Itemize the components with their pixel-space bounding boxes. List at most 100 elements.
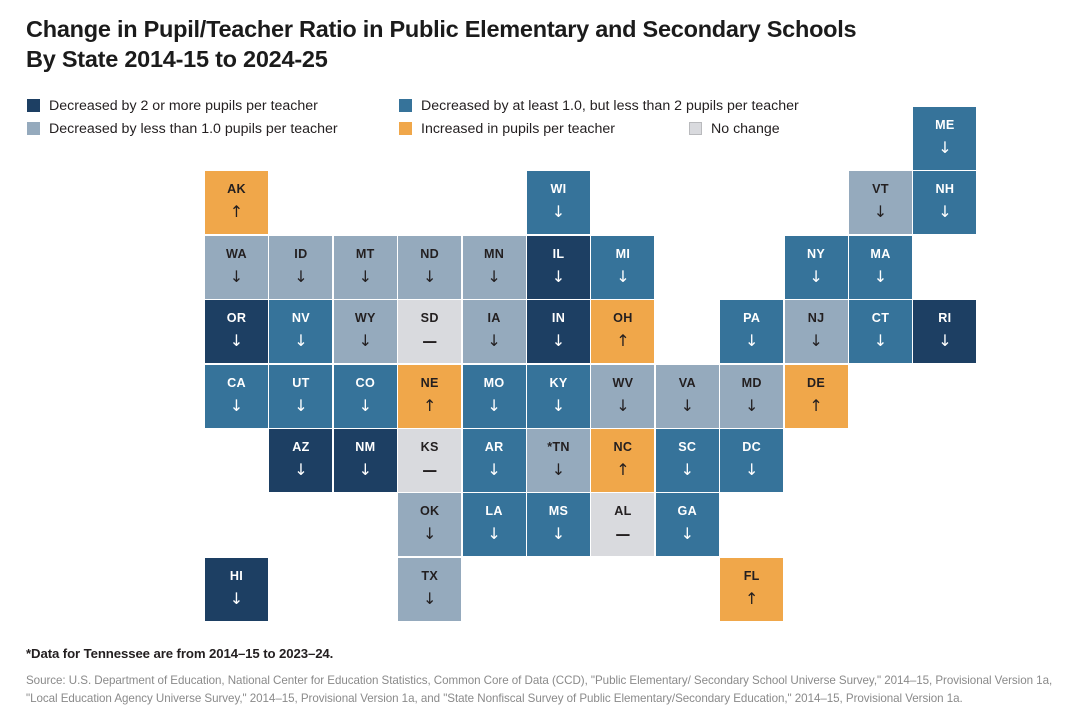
direction-down-icon: ↓ (487, 460, 501, 479)
direction-down-icon: ↓ (551, 202, 566, 222)
state-tile-nd[interactable]: ND ↓ (398, 235, 462, 299)
state-tile-wy[interactable]: WY ↓ (333, 300, 397, 364)
state-tile-de[interactable]: DE ↑ (784, 364, 848, 428)
state-abbr-label: NM (355, 440, 376, 454)
state-tile-mi[interactable]: MI ↓ (591, 235, 655, 299)
state-tile-co[interactable]: CO ↓ (333, 364, 397, 428)
state-abbr-label: MO (483, 375, 505, 390)
state-tile-ca[interactable]: CA ↓ (205, 364, 268, 428)
state-tile-mn[interactable]: MN ↓ (462, 235, 526, 299)
state-tile-ri[interactable]: RI ↓ (913, 300, 977, 364)
state-abbr-label: CT (871, 311, 890, 326)
state-tile-dc[interactable]: DC ↓ (720, 429, 784, 492)
direction-down-icon: ↓ (229, 266, 244, 286)
direction-down-icon: ↓ (487, 266, 501, 286)
state-tile-mt[interactable]: MT ↓ (333, 235, 397, 299)
state-tile-ne[interactable]: NE ↑ (398, 364, 462, 428)
state-tile-pa[interactable]: PA ↓ (720, 300, 784, 364)
state-tile-va[interactable]: VA ↓ (655, 364, 719, 428)
direction-none-icon: — (422, 332, 438, 351)
direction-none-icon: — (615, 525, 631, 544)
state-tile-il[interactable]: IL ↓ (527, 235, 590, 299)
legend-item-decreased-2-or-more: Decreased by 2 or more pupils per teache… (27, 94, 399, 117)
state-tile-nh[interactable]: NH ↓ (913, 171, 977, 235)
legend-row-2: Decreased by less than 1.0 pupils per te… (27, 117, 857, 140)
state-tile-az[interactable]: AZ ↓ (269, 429, 333, 492)
state-tile-wi[interactable]: WI ↓ (527, 171, 590, 235)
legend-label-no-change: No change (711, 120, 780, 137)
state-abbr-label: PA (743, 311, 761, 326)
direction-down-icon: ↓ (229, 588, 244, 608)
state-tile-oh[interactable]: OH ↑ (591, 300, 655, 364)
state-abbr-label: OK (419, 504, 440, 519)
legend-label-decreased-2-or-more: Decreased by 2 or more pupils per teache… (49, 97, 318, 114)
state-tile-ma[interactable]: MA ↓ (849, 235, 912, 299)
state-tile-md[interactable]: MD ↓ (720, 364, 784, 428)
legend-row-1: Decreased by 2 or more pupils per teache… (27, 94, 857, 117)
state-tile-ks[interactable]: KS — (398, 429, 462, 492)
state-tile-nc[interactable]: NC ↑ (591, 429, 655, 492)
state-tile-sd[interactable]: SD — (398, 300, 462, 364)
state-abbr-label: AR (484, 440, 504, 454)
state-abbr-label: AK (227, 182, 246, 197)
state-tile-in[interactable]: IN ↓ (527, 300, 590, 364)
state-abbr-label: LA (485, 504, 503, 519)
direction-down-icon: ↓ (680, 524, 694, 544)
state-tile-nm[interactable]: NM ↓ (333, 429, 397, 492)
state-tile-tx[interactable]: TX ↓ (398, 557, 462, 621)
state-tile-ny[interactable]: NY ↓ (784, 235, 848, 299)
direction-down-icon: ↓ (294, 460, 308, 479)
state-tile-ia[interactable]: IA ↓ (462, 300, 526, 364)
state-tile-wa[interactable]: WA ↓ (205, 235, 268, 299)
state-tile-tn[interactable]: *TN ↓ (527, 429, 590, 492)
legend-item-decreased-less-than-1: Decreased by less than 1.0 pupils per te… (27, 117, 399, 140)
chart-title: Change in Pupil/Teacher Ratio in Public … (26, 14, 956, 74)
direction-down-icon: ↓ (551, 524, 566, 544)
direction-down-icon: ↓ (938, 202, 952, 222)
direction-down-icon: ↓ (487, 331, 501, 351)
direction-down-icon: ↓ (551, 266, 566, 286)
state-tile-ms[interactable]: MS ↓ (527, 493, 590, 557)
direction-down-icon: ↓ (873, 331, 888, 351)
state-tile-ut[interactable]: UT ↓ (269, 364, 333, 428)
direction-up-icon: ↑ (809, 395, 823, 415)
state-abbr-label: UT (292, 375, 310, 390)
state-abbr-label: CO (355, 375, 376, 390)
state-abbr-label: SD (420, 311, 439, 326)
state-tile-ky[interactable]: KY ↓ (527, 364, 590, 428)
state-abbr-label: KY (549, 375, 568, 390)
direction-up-icon: ↑ (229, 202, 244, 222)
state-tile-ok[interactable]: OK ↓ (398, 493, 462, 557)
state-abbr-label: NH (935, 182, 955, 197)
state-tile-ar[interactable]: AR ↓ (462, 429, 526, 492)
state-tile-fl[interactable]: FL ↑ (720, 557, 784, 621)
legend-label-increased: Increased in pupils per teacher (421, 120, 616, 137)
state-abbr-label: ME (935, 118, 955, 132)
state-tile-nv[interactable]: NV ↓ (269, 300, 333, 364)
state-tile-ga[interactable]: GA ↓ (655, 493, 719, 557)
legend-label-decreased-less-than-1: Decreased by less than 1.0 pupils per te… (49, 120, 338, 137)
state-tile-me[interactable]: ME ↓ (913, 107, 977, 170)
direction-down-icon: ↓ (873, 202, 888, 222)
direction-down-icon: ↓ (809, 266, 823, 286)
direction-up-icon: ↑ (616, 331, 630, 351)
state-abbr-label: VT (872, 182, 889, 197)
state-tile-ak[interactable]: AK ↑ (205, 171, 268, 235)
state-tile-mo[interactable]: MO ↓ (462, 364, 526, 428)
state-tile-id[interactable]: ID ↓ (269, 235, 333, 299)
state-tile-ct[interactable]: CT ↓ (849, 300, 912, 364)
state-tile-vt[interactable]: VT ↓ (849, 171, 912, 235)
direction-down-icon: ↓ (358, 395, 372, 415)
direction-up-icon: ↑ (422, 395, 437, 415)
source-note: Source: U.S. Department of Education, Na… (26, 674, 1053, 705)
state-tile-nj[interactable]: NJ ↓ (784, 300, 848, 364)
direction-down-icon: ↓ (422, 524, 437, 544)
direction-down-icon: ↓ (358, 460, 372, 479)
state-tile-hi[interactable]: HI ↓ (205, 557, 268, 621)
state-tile-or[interactable]: OR ↓ (205, 300, 268, 364)
state-tile-al[interactable]: AL — (591, 493, 655, 557)
state-tile-la[interactable]: LA ↓ (462, 493, 526, 557)
state-tile-wv[interactable]: WV ↓ (591, 364, 655, 428)
state-abbr-label: KS (420, 440, 439, 454)
state-tile-sc[interactable]: SC ↓ (655, 429, 719, 492)
